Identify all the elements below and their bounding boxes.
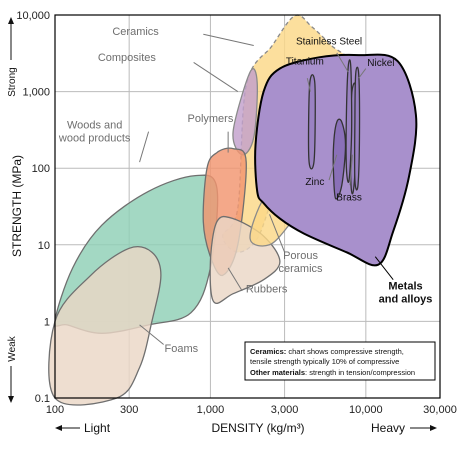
label-ceramics: Ceramics xyxy=(112,26,159,38)
y-tick-label: 1,000 xyxy=(22,87,50,99)
label-stainless-steel: Stainless Steel xyxy=(296,37,362,48)
y-tick-labels: 0.1 1 10 100 1,000 10,000 xyxy=(16,10,50,405)
label-zinc: Zinc xyxy=(305,177,324,188)
leader-ceramics xyxy=(203,33,254,46)
label-brass: Brass xyxy=(336,192,362,203)
weak-arrowhead xyxy=(8,396,14,403)
label-rubbers: Rubbers xyxy=(246,283,288,295)
strong-arrowhead xyxy=(8,17,14,24)
plot-frame xyxy=(54,14,441,399)
region-zinc xyxy=(332,118,347,200)
region-labels: Ceramics Composites Woods and wood products… xyxy=(58,26,433,355)
x-tick-label: 3,000 xyxy=(271,404,299,416)
region-titanium xyxy=(307,74,316,170)
material-regions xyxy=(48,14,418,406)
x-tick-label: 300 xyxy=(120,404,138,416)
label-composites: Composites xyxy=(98,52,157,64)
leader-zinc xyxy=(328,154,338,181)
note-ceramics-label: Ceramics: xyxy=(250,347,286,356)
x-tick-label: 10,000 xyxy=(349,404,383,416)
heavy-arrowhead xyxy=(430,425,437,431)
note-ceramics-text: chart shows compressive strength, xyxy=(286,347,404,356)
light-arrowhead xyxy=(55,425,62,431)
x-tick-label: 30,000 xyxy=(423,404,457,416)
x-axis-title: DENSITY (kg/m³) xyxy=(211,421,304,435)
label-foams: Foams xyxy=(165,343,199,355)
y-tick-label: 100 xyxy=(32,163,50,175)
leader-metals xyxy=(374,256,394,281)
leader-woods xyxy=(139,131,150,163)
x-tick-labels: 100 300 1,000 3,000 10,000 30,000 xyxy=(46,404,457,416)
label-nickel: Nickel xyxy=(367,58,394,69)
leader-stainless-steel xyxy=(336,52,349,73)
leader-foams xyxy=(139,324,164,345)
label-woods: Woods and wood products xyxy=(58,119,131,144)
svg-text:Ceramics: chart shows compress: Ceramics: chart shows compressive streng… xyxy=(250,347,404,356)
y-tick-label: 10,000 xyxy=(16,10,50,22)
region-nickel xyxy=(353,66,361,191)
x-tick-label: 100 xyxy=(46,404,64,416)
note-box: Ceramics: chart shows compressive streng… xyxy=(244,341,436,381)
label-polymers: Polymers xyxy=(188,113,234,125)
note-other-label: Other materials xyxy=(250,368,305,377)
label-metals: Metals and alloys xyxy=(379,281,433,306)
leader-brass xyxy=(349,154,353,186)
leader-titanium xyxy=(306,77,311,92)
weak-annotation: Weak xyxy=(7,335,18,361)
heavy-annotation: Heavy xyxy=(371,421,405,435)
region-foams xyxy=(48,246,162,406)
y-tick-label: 1 xyxy=(44,316,50,328)
note-line-2: tensile strength typically 10% of compre… xyxy=(250,357,399,366)
note-other-text: : strength in tension/compression xyxy=(305,368,415,377)
leader-rubbers xyxy=(227,267,243,292)
leader-composites xyxy=(193,62,239,93)
x-tick-label: 1,000 xyxy=(197,404,225,416)
strong-annotation: Strong xyxy=(7,67,18,96)
leader-nickel xyxy=(358,68,367,79)
y-axis-title: STRENGTH (MPa) xyxy=(10,155,24,257)
y-tick-label: 10 xyxy=(38,240,50,252)
light-annotation: Light xyxy=(84,421,111,435)
label-titanium: Titanium xyxy=(286,57,324,68)
leader-lines xyxy=(139,33,394,345)
region-stainless-steel xyxy=(345,59,353,183)
leader-porous-ceramics xyxy=(269,214,286,253)
y-tick-label: 0.1 xyxy=(35,393,50,405)
svg-text:Other materials: strength in t: Other materials: strength in tension/com… xyxy=(250,368,415,377)
label-porous-ceramics: Porous ceramics xyxy=(279,250,324,275)
